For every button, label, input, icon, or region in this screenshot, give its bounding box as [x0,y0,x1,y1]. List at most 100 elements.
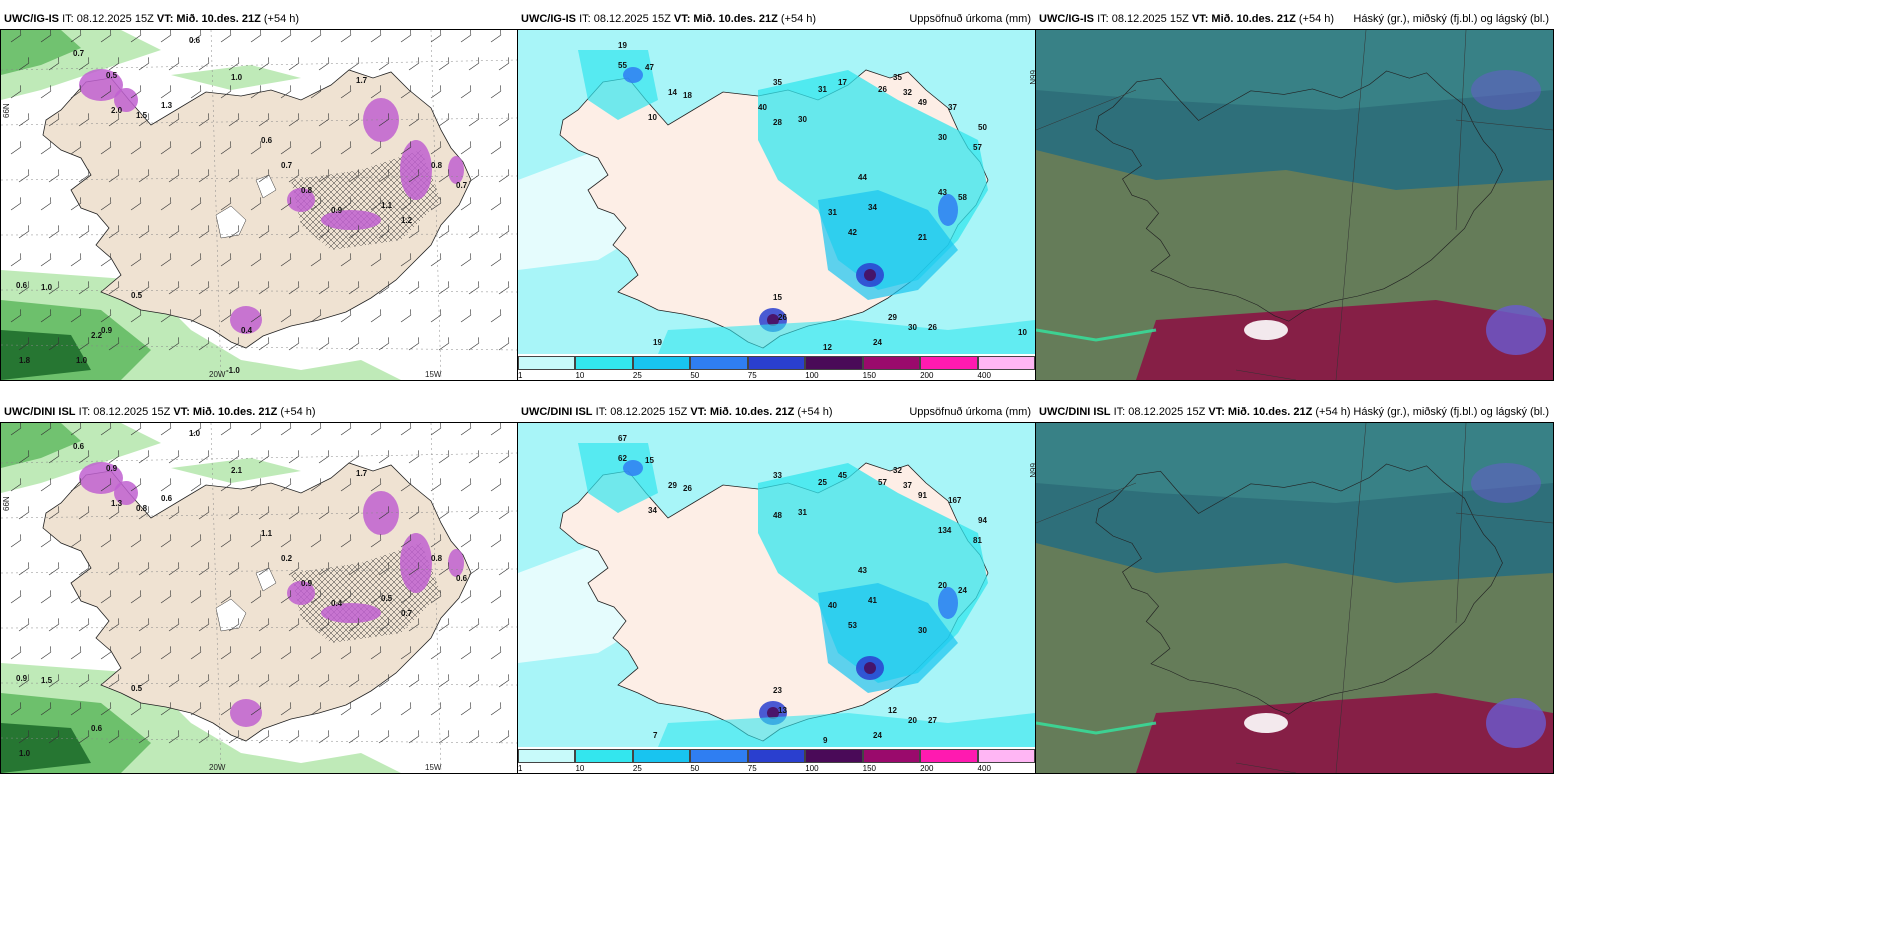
value-label: 0.9 [106,464,118,473]
low-cloud-layer [1136,300,1553,380]
wind-barb [78,337,90,351]
value-label: 0.7 [73,49,85,58]
wind-barb [70,141,82,155]
wind-barb [408,169,420,183]
panel-cloud-igis: UWC/IG-IS IT: 08.12.2025 15Z VT: Mið. 10… [1035,13,1554,381]
wind-barb [130,702,142,716]
wind-barb [438,337,450,351]
wind-barb [100,646,112,660]
wind-barb [220,702,232,716]
wind-barb [498,113,510,127]
wind-barb [408,337,420,351]
wind-barb [408,113,420,127]
wind-barb [18,281,30,295]
wind-barb [130,85,142,99]
wind-barb [78,450,90,464]
legend-swatch [518,356,576,370]
wind-barb [288,281,300,295]
value-label: 17 [838,78,847,87]
wind-barb [310,30,322,43]
wind-barb [130,309,142,323]
wind-barb [48,57,60,71]
wind-barb [430,85,442,99]
wind-barb [438,450,450,464]
value-label: 29 [668,481,677,490]
graticule [1455,512,1553,524]
wind-barb [288,225,300,239]
wind-barb [378,730,390,744]
value-label: 0.7 [401,609,413,618]
wind-barb [378,169,390,183]
wind-barb [438,113,450,127]
wind-barb [100,253,112,267]
wind-barb [430,590,442,604]
value-label: 0.9 [331,206,343,215]
legend-tick: 100 [805,371,819,380]
panel-precip-igis: UWC/IG-IS IT: 08.12.2025 15Z VT: Mið. 10… [517,13,1036,381]
wind-barb [130,253,142,267]
wind-barb [400,253,412,267]
wind-barb [250,423,262,436]
wind-barb [70,646,82,660]
legend-swatch [920,749,978,763]
wind-barb [490,646,502,660]
graticule [1036,482,1137,524]
graticule [1,233,517,236]
value-label: 30 [938,133,947,142]
wind-barb [70,702,82,716]
high-cloud-layer [1036,30,1553,110]
value-label: 0.9 [16,674,28,683]
wind-barb [340,646,352,660]
wind-barb [18,562,30,576]
graticule [1,737,517,744]
wind-barb [40,702,52,716]
wind-barb [460,478,472,492]
wind-barb [198,506,210,520]
wind-barb [100,141,112,155]
wind-barb [78,618,90,632]
wind-barb [438,674,450,688]
wind-barb [348,730,360,744]
wind-barb [130,534,142,548]
wind-barb [100,590,112,604]
wind-barb [460,85,472,99]
value-label: 24 [873,338,882,347]
cloud-blob [1471,463,1541,503]
lat-label: 66N [2,496,11,511]
value-label: 40 [758,103,767,112]
value-label: 57 [878,478,887,487]
wind-barb [468,450,480,464]
wind-barb [310,309,322,323]
wind-barb [400,646,412,660]
value-label: 1.7 [356,76,368,85]
wind-barb [40,646,52,660]
legend-swatch [920,356,978,370]
wind-barb [168,674,180,688]
value-label: 43 [938,188,947,197]
value-label: 0.6 [73,442,85,451]
value-label: 0.6 [261,136,273,145]
wind-barb [438,506,450,520]
wind-barb [348,337,360,351]
value-label: 94 [978,516,987,525]
wind-barb [198,618,210,632]
wind-barb [48,730,60,744]
wind-barb [130,30,142,43]
precip-legend: 1 10 25 50 75 100 150 200 400 [518,354,1035,380]
value-label: 7 [653,731,658,740]
graticule [1455,30,1467,231]
wind-barb [168,506,180,520]
wind-barb [340,534,352,548]
wind-barb [400,197,412,211]
value-label: 50 [978,123,987,132]
wind-barb [198,113,210,127]
wind-barb [400,478,412,492]
wind-barb [438,169,450,183]
wind-barb [108,674,120,688]
value-label: 1.1 [381,201,393,210]
wind-barb [490,534,502,548]
legend-swatch [862,356,921,370]
graticule [1,344,517,351]
wind-barb [198,225,210,239]
wind-barb [318,281,330,295]
